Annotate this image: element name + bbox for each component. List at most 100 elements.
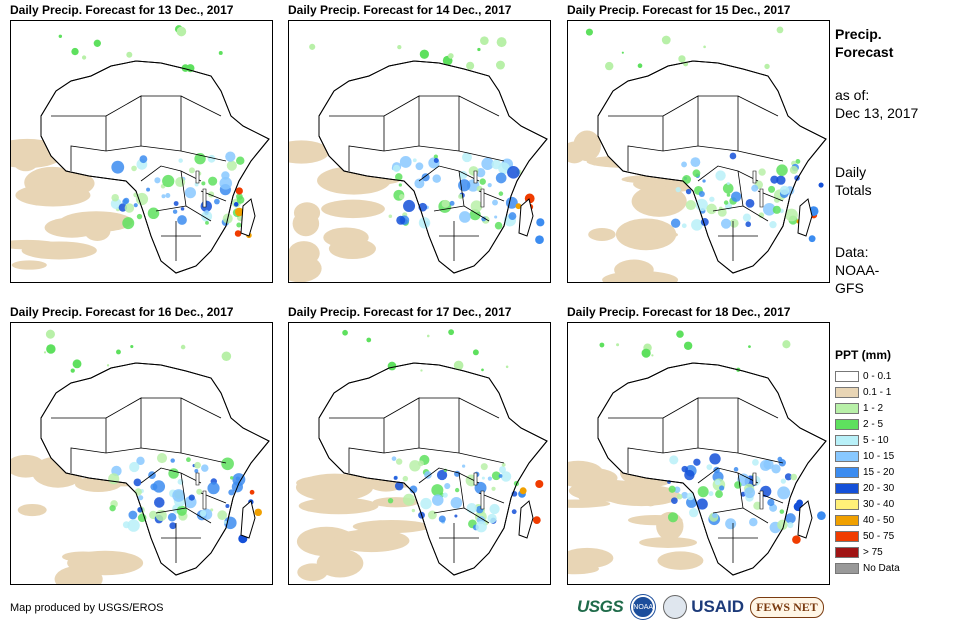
country-border [697,467,759,484]
totals-line2: Totals [835,182,872,198]
country-border [418,165,480,182]
precip-patch [702,179,706,183]
precip-patch [122,521,130,529]
precip-patch [784,473,793,481]
country-border [712,205,744,212]
precip-patch [494,215,498,219]
precip-patch [154,177,161,184]
country-border [383,447,505,464]
precip-patch [172,489,186,502]
lake [480,188,485,208]
precip-patch [433,158,439,163]
usaid-logo: USAID [691,597,745,616]
precip-patch [637,63,643,69]
precip-patch [168,468,179,479]
precip-patch [167,513,177,522]
precip-patch [176,505,187,516]
precip-patch [759,460,771,471]
africa-map [11,25,270,274]
precip-patch [169,522,177,530]
totals-block: Daily Totals [835,163,872,199]
precip-patch [588,228,616,241]
coastline [318,362,548,576]
coastline [318,60,548,274]
legend: PPT (mm) 0 - 0.1 0.1 - 1 1 - 2 2 - 5 5 - 10 1… [835,348,900,576]
precip-patch [458,179,471,192]
panel-title: Daily Precip. Forecast for 16 Dec., 2017 [10,305,234,319]
lake [195,170,200,184]
precip-patch [585,28,593,36]
precip-patch [621,51,624,54]
precip-patch [235,207,244,217]
data-line1: Data: [835,244,869,260]
precip-patch [481,157,494,170]
precip-patch [221,457,234,471]
madagascar-outline [518,198,534,237]
precip-patch [693,458,701,466]
precip-patch [131,165,137,172]
precip-patch [173,201,179,206]
precip-patch [729,218,739,228]
country-border [348,447,385,473]
precip-patch [387,361,397,371]
legend-item: > 75 [835,544,900,560]
precip-patch [194,469,199,473]
precip-patch [15,183,91,207]
precip-patch [403,199,416,212]
precip-patch [395,173,403,181]
legend-label: 5 - 10 [863,434,889,446]
precip-patch [396,215,406,225]
precip-patch [692,169,701,178]
lake [202,490,207,510]
precip-patch [709,196,715,202]
legend-swatch [835,370,859,382]
precip-patch [444,482,451,490]
legend-swatch [835,530,859,542]
precip-patch [392,164,401,173]
precip-patch [715,170,726,181]
precip-patch [489,503,500,515]
credit-text: Map produced by USGS/EROS [10,602,164,614]
seal-icon [663,595,688,619]
precip-patch [505,365,509,369]
precip-patch [207,482,220,495]
africa-map [568,26,827,282]
precip-patch [777,486,791,500]
lake [480,490,485,510]
precip-patch [133,478,142,487]
precip-patch [205,220,209,225]
precip-patch [236,156,245,165]
legend-swatch [835,450,859,462]
fews-net-logo: FEWS NET [750,596,824,618]
precip-patch [790,473,798,481]
precip-patch [466,61,475,70]
precip-patch [449,200,455,206]
legend-swatch [835,466,859,478]
data-line2: NOAA- [835,262,880,278]
precip-patch [703,45,706,49]
coastline [40,60,270,274]
precip-patch [573,130,601,162]
precip-patch [122,198,128,205]
precip-patch [685,188,692,195]
precip-patch [491,159,502,170]
precip-patch [671,497,678,504]
precip-patch [706,203,717,215]
precip-patch [411,508,416,513]
legend-label: 2 - 5 [863,418,884,430]
precip-patch [234,230,242,237]
precip-patch [128,510,138,520]
precip-patch [730,191,742,202]
precip-patch [93,39,101,47]
precip-patch [420,369,423,372]
precip-patch [333,529,410,553]
precip-patch [480,463,488,471]
precip-patch [758,168,766,176]
legend-item: No Data [835,560,900,576]
precip-patch [398,183,402,187]
precip-patch [233,202,239,207]
country-border [737,397,779,419]
precip-patch [225,151,236,162]
coastline [40,362,270,576]
precip-patch [753,501,762,510]
